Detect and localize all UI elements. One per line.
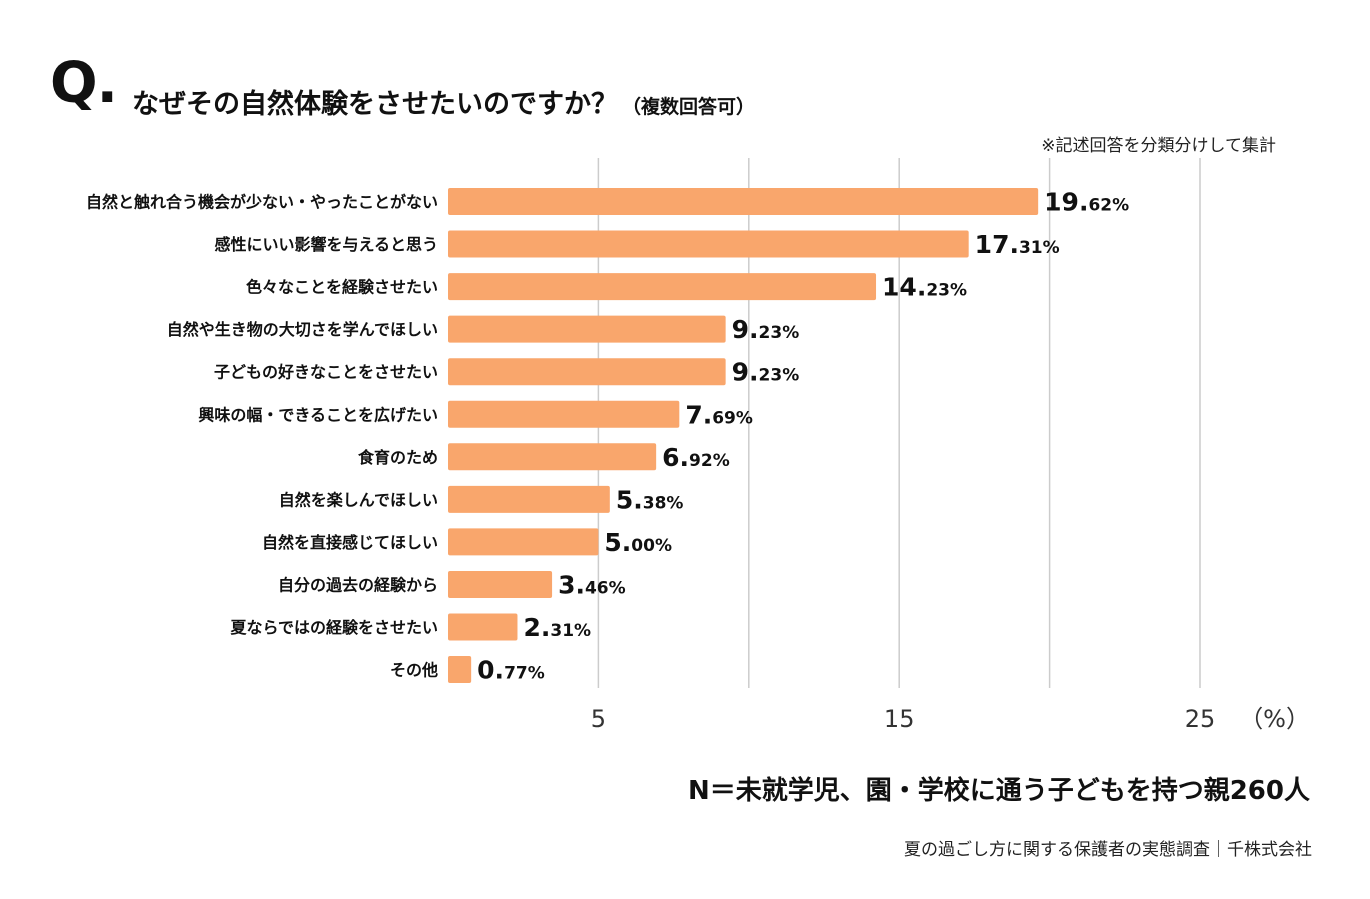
value-label-int: 14.	[882, 273, 926, 302]
bar	[448, 656, 472, 684]
value-label-frac: 77%	[504, 664, 545, 684]
value-label-int: 0.	[477, 656, 504, 685]
value-label-int: 2.	[523, 613, 550, 642]
category-label: その他	[390, 661, 438, 680]
value-label: 9.23%	[732, 358, 800, 387]
bar	[448, 188, 1039, 215]
title-main: なぜその自然体験をさせたいのですか？	[132, 89, 618, 120]
category-label: 興味の幅・できることを広げたい	[198, 405, 438, 424]
x-tick-label: 25	[1185, 705, 1216, 733]
value-label-int: 7.	[685, 400, 712, 429]
value-label: 2.31%	[523, 613, 591, 642]
bar-chart: 5 15 25 （%） 自然と触れ合う機会が少ない・やったことがない 19.62% 感性にい…	[86, 158, 1310, 733]
category-label: 自分の過去の経験から	[278, 575, 438, 594]
bar	[448, 400, 680, 428]
value-label-frac: 38%	[643, 493, 684, 513]
note-text: ※記述回答を分類分けして集計	[1041, 136, 1276, 156]
category-label: 自然を直接感じてほしい	[262, 533, 438, 552]
value-label-frac: 31%	[1019, 238, 1060, 258]
value-label-frac: 92%	[689, 451, 730, 471]
value-label-int: 9.	[732, 358, 759, 387]
bar	[448, 273, 877, 301]
value-label-frac: 69%	[712, 408, 753, 428]
bar	[448, 613, 518, 641]
source-text: 夏の過ごし方に関する保護者の実態調査｜千株式会社	[904, 840, 1312, 860]
bar	[448, 230, 969, 258]
category-label: 自然や生き物の大切さを学んでほしい	[167, 320, 438, 339]
value-label-frac: 23%	[759, 323, 800, 343]
category-label: 感性にいい影響を与えると思う	[214, 235, 438, 254]
value-label: 5.38%	[616, 485, 684, 514]
category-label: 食育のため	[357, 448, 438, 467]
value-label-frac: 31%	[550, 621, 591, 641]
x-tick-label: 15	[884, 705, 915, 733]
bar	[448, 485, 610, 513]
category-label: 色々なことを経験させたい	[246, 278, 438, 297]
bar	[448, 443, 657, 471]
value-label-int: 5.	[616, 485, 643, 514]
value-label: 14.23%	[882, 273, 967, 302]
question-mark: Q.	[50, 51, 118, 116]
value-label-frac: 62%	[1088, 196, 1129, 216]
x-unit-label: （%）	[1239, 705, 1310, 733]
bar	[448, 315, 726, 343]
value-label: 17.31%	[975, 230, 1060, 259]
value-label-int: 3.	[558, 570, 585, 599]
value-label-int: 6.	[662, 443, 689, 472]
page-title: なぜその自然体験をさせたいのですか？ （複数回答可）	[132, 82, 755, 121]
value-label-frac: 46%	[585, 578, 626, 598]
value-label-int: 5.	[604, 528, 631, 557]
value-label: 19.62%	[1044, 188, 1129, 217]
category-label: 自然と触れ合う機会が少ない・やったことがない	[86, 193, 438, 212]
value-label-int: 9.	[732, 315, 759, 344]
x-tick-label: 5	[591, 705, 606, 733]
value-label: 0.77%	[477, 656, 545, 685]
value-label-frac: 23%	[926, 281, 967, 301]
category-label: 自然を楽しんでほしい	[279, 490, 438, 509]
category-label: 子どもの好きなことをさせたい	[214, 363, 438, 382]
value-label-frac: 23%	[759, 366, 800, 386]
bar	[448, 358, 726, 386]
value-label-frac: 00%	[631, 536, 672, 556]
bar	[448, 528, 599, 556]
bar	[448, 570, 553, 598]
value-label: 9.23%	[732, 315, 800, 344]
value-label: 6.92%	[662, 443, 730, 472]
value-label: 3.46%	[558, 570, 626, 599]
sample-size: N＝未就学児、園・学校に通う子どもを持つ親260人	[687, 776, 1310, 806]
value-label-int: 19.	[1044, 188, 1088, 217]
value-label-int: 17.	[975, 230, 1019, 259]
value-label: 7.69%	[685, 400, 753, 429]
value-label: 5.00%	[604, 528, 672, 557]
title-sub: （複数回答可）	[622, 96, 756, 118]
category-label: 夏ならではの経験をさせたい	[229, 618, 438, 637]
